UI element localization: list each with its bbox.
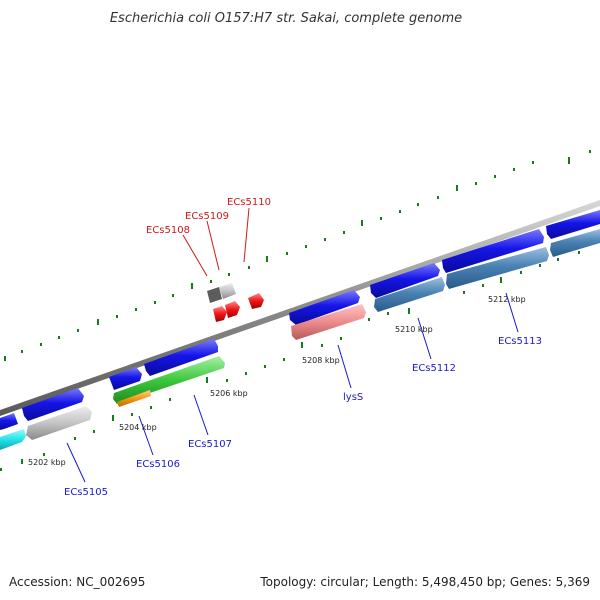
leader-ecs5108 <box>182 234 208 277</box>
gene-ecs5106-forward[interactable] <box>109 367 142 390</box>
gene-label-ecs5107[interactable]: ECs5107 <box>188 439 232 450</box>
gene-ecs5112-forward[interactable] <box>370 263 440 298</box>
feature-ecs5109-red[interactable] <box>225 301 240 318</box>
gene-ecs5112-steel[interactable] <box>374 277 445 312</box>
reverse-strand-genes <box>0 229 600 450</box>
gene-ecs5105-grey[interactable] <box>26 406 92 440</box>
gene-lysS-pink[interactable] <box>291 304 366 340</box>
leader-ecs5113 <box>505 292 519 333</box>
map-title: Escherichia coli O157:H7 str. Sakai, com… <box>110 11 462 26</box>
genome-summary-text: Topology: circular; Length: 5,498,450 bp… <box>259 575 590 589</box>
gene-ecs5105-cyan[interactable] <box>0 429 26 450</box>
gene-ecs5106-orange[interactable] <box>117 390 151 407</box>
scale-label-5212: 5212 kbp <box>488 295 526 304</box>
scale-label-5210: 5210 kbp <box>395 325 433 334</box>
scale-label-5206: 5206 kbp <box>210 389 248 398</box>
feature-light-grey[interactable] <box>219 283 236 299</box>
gene-label-lysS[interactable]: lysS <box>343 392 363 403</box>
gene-label-ecs5113[interactable]: ECs5113 <box>498 336 542 347</box>
gene-ecs5113-forward[interactable] <box>442 229 544 273</box>
leader-ecs5106 <box>138 415 154 456</box>
gene-ecs5107-forward[interactable] <box>144 339 218 376</box>
forward-strand-genes <box>0 210 600 430</box>
leader-ecs5112 <box>417 317 432 360</box>
gene-labels: ECs5105 ECs5106 ECs5107 lysS ECs5112 ECs… <box>64 197 542 498</box>
gene-label-ecs5112[interactable]: ECs5112 <box>412 363 456 374</box>
scale-label-5208: 5208 kbp <box>302 356 340 365</box>
genome-backbone <box>0 200 600 416</box>
gene-label-ecs5108[interactable]: ECs5108 <box>146 225 190 236</box>
gene-ecs5113-steel[interactable] <box>446 247 549 289</box>
gene-label-ecs5106[interactable]: ECs5106 <box>136 459 180 470</box>
gene-lysS-forward[interactable] <box>289 290 360 325</box>
leader-ecs5110 <box>243 207 250 263</box>
gene-ecs5114-steel[interactable] <box>550 229 600 257</box>
scale-label-5204: 5204 kbp <box>119 423 157 432</box>
leader-ecs5109 <box>206 220 220 271</box>
outer-tick-ring <box>4 150 591 361</box>
gene-label-ecs5110[interactable]: ECs5110 <box>227 197 271 208</box>
gene-ecs5114-forward[interactable] <box>546 210 600 239</box>
gene-ecs5106-green[interactable] <box>113 356 225 404</box>
feature-dark-grey[interactable] <box>207 287 222 303</box>
scale-labels: 5202 kbp 5204 kbp 5206 kbp 5208 kbp 5210… <box>28 295 526 467</box>
leader-lysS <box>337 344 352 389</box>
gene-ecs5105b-forward[interactable] <box>22 388 84 421</box>
leader-ecs5107 <box>193 394 209 436</box>
gene-label-ecs5105[interactable]: ECs5105 <box>64 487 108 498</box>
scale-label-5202: 5202 kbp <box>28 458 66 467</box>
inner-tick-ring <box>0 251 580 471</box>
leader-ecs5105 <box>66 442 86 483</box>
feature-cluster <box>207 283 264 322</box>
gene-label-ecs5109[interactable]: ECs5109 <box>185 211 229 222</box>
accession-text: Accession: NC_002695 <box>9 575 145 589</box>
feature-ecs5110-red[interactable] <box>248 293 264 309</box>
label-leader-lines <box>66 207 519 483</box>
feature-ecs5108-red[interactable] <box>213 306 227 322</box>
gene-ecs5105-forward[interactable] <box>0 413 18 430</box>
